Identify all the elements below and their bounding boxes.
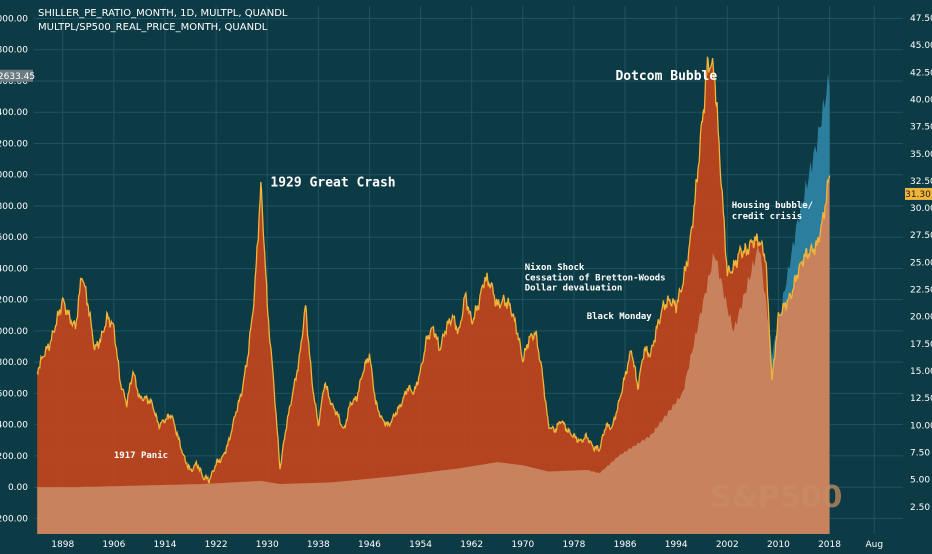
chart-annotation: 1917 Panic — [114, 450, 168, 461]
x-axis-tick-label: 1922 — [205, 540, 228, 550]
right-axis-tick-label: 17.50 — [910, 340, 932, 350]
left-axis-tick-label: -200.00 — [0, 514, 28, 524]
left-axis-tick-label: 600.00 — [0, 389, 28, 399]
left-axis-tick-label: 2400.00 — [0, 108, 28, 118]
left-axis-tick-label: 1000.00 — [0, 327, 28, 337]
left-axis-tick-label: 1800.00 — [0, 202, 28, 212]
price-area — [37, 73, 830, 534]
x-axis-tick-label: 2010 — [767, 540, 790, 550]
right-axis-tick-label: 47.50 — [910, 14, 932, 24]
x-axis-tick-label: 2018 — [818, 540, 841, 550]
right-axis-tick-label: 15.00 — [910, 367, 932, 377]
legend-series-1[interactable]: SHILLER_PE_RATIO_MONTH, 1D, MULTPL, QUAN… — [38, 8, 288, 19]
right-axis-tick-label: 10.00 — [910, 421, 932, 431]
right-axis-tick-label: 42.50 — [910, 68, 932, 78]
x-axis-tick-label: 1906 — [102, 540, 125, 550]
right-axis-tick-label: 22.50 — [910, 286, 932, 296]
right-axis-tick-label: 37.50 — [910, 123, 932, 133]
legend-series-2[interactable]: MULTPL/SP500_REAL_PRICE_MONTH, QUANDL — [38, 22, 268, 33]
left-axis-tick-label: 200.00 — [0, 452, 28, 462]
chart-annotation: Cessation of Bretton-Woods — [525, 272, 666, 283]
right-axis-tick-label: 2.50 — [910, 503, 930, 513]
chart-annotation: Housing bubble/ — [732, 200, 813, 211]
right-axis-tick-label: 30.00 — [910, 204, 932, 214]
chart-annotation: Dotcom Bubble — [615, 69, 717, 84]
right-current-value-label: 31.30 — [905, 190, 931, 200]
right-axis-tick-label: 5.00 — [910, 476, 930, 486]
left-axis-tick-label: 2200.00 — [0, 139, 28, 149]
chart-annotation: credit crisis — [732, 211, 802, 222]
x-axis-tick-label: 1914 — [154, 540, 177, 550]
x-axis-tick-label: 1938 — [307, 540, 330, 550]
right-current-value-badge — [905, 187, 932, 200]
x-axis-tick-label: Aug — [865, 540, 883, 550]
x-axis-tick-label: 1986 — [614, 540, 637, 550]
left-axis-tick-label: 0.00 — [8, 483, 28, 493]
left-current-value-label: 2633.45 — [0, 72, 35, 82]
left-axis-tick-label: 800.00 — [0, 358, 28, 368]
pe-ratio-line — [36, 56, 831, 485]
right-axis-tick-label: 40.00 — [910, 95, 932, 105]
right-axis-tick-label: 25.00 — [910, 258, 932, 268]
x-axis-tick-label: 1930 — [256, 540, 279, 550]
left-axis-tick-label: 1200.00 — [0, 296, 28, 306]
pe-ratio-area — [37, 56, 830, 535]
right-axis-tick-label: 45.00 — [910, 41, 932, 51]
right-axis-tick-label: 20.00 — [910, 313, 932, 323]
left-axis-tick-label: 1600.00 — [0, 233, 28, 243]
chart-annotation: Dollar devaluation — [525, 283, 623, 294]
left-axis-tick-label: 2000.00 — [0, 171, 28, 181]
x-axis-tick-label: 1994 — [665, 540, 688, 550]
right-axis-tick-label: 7.50 — [910, 449, 930, 459]
left-axis-tick-label: 3000.00 — [0, 14, 28, 24]
right-axis-tick-label: 32.50 — [910, 177, 932, 187]
left-axis-tick-label: 2800.00 — [0, 46, 28, 56]
right-axis-tick-label: 27.50 — [910, 231, 932, 241]
chart-annotation: Black Monday — [587, 312, 653, 322]
x-axis-tick-label: 1962 — [460, 540, 483, 550]
x-axis-tick-label: 2002 — [716, 540, 739, 550]
x-axis-tick-label: 1954 — [409, 540, 432, 550]
right-axis-tick-label: 35.00 — [910, 150, 932, 160]
left-axis-tick-label: 400.00 — [0, 421, 28, 431]
right-axis-tick-label: 12.50 — [910, 394, 932, 404]
watermark-text: S&P500 — [710, 480, 843, 515]
chart-annotation: Nixon Shock — [525, 262, 585, 273]
left-current-value-badge — [0, 69, 33, 82]
chart-annotation: 1929 Great Crash — [270, 175, 395, 190]
x-axis-tick-label: 1970 — [511, 540, 534, 550]
x-axis-tick-label: 1946 — [358, 540, 381, 550]
x-axis-tick-label: 1898 — [51, 540, 74, 550]
left-axis-tick-label: 1400.00 — [0, 264, 28, 274]
left-axis-tick-label: 2600.00 — [0, 77, 28, 87]
x-axis-tick-label: 1978 — [562, 540, 585, 550]
